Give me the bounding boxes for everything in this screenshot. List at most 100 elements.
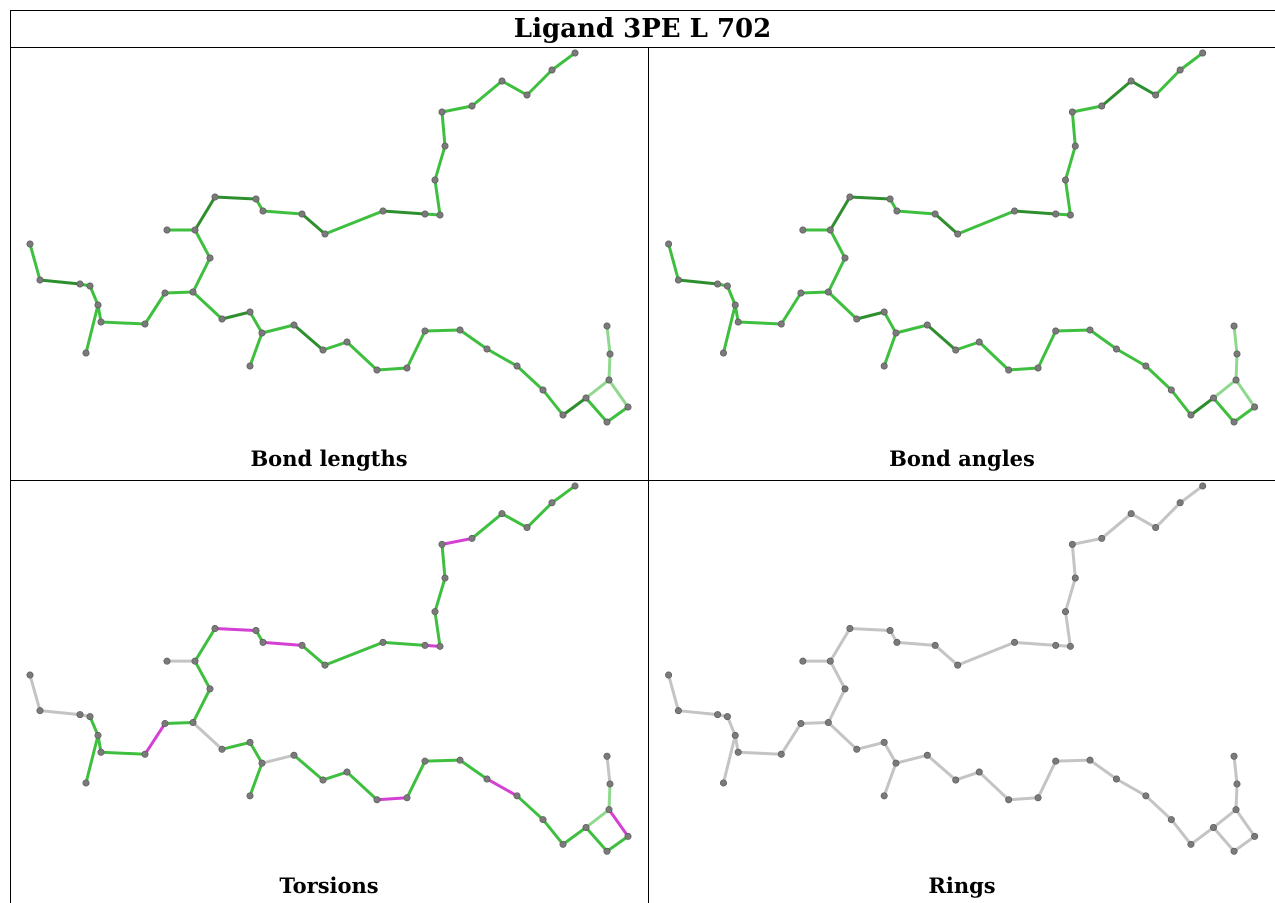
atom	[824, 288, 832, 296]
bond	[345, 770, 379, 802]
atom	[548, 499, 556, 507]
atom	[777, 320, 785, 328]
atom	[246, 308, 254, 316]
bond	[1144, 364, 1173, 392]
atom	[1127, 77, 1135, 85]
atom	[880, 362, 888, 370]
bond	[605, 754, 612, 786]
bond	[1013, 640, 1058, 647]
bond	[607, 378, 630, 409]
bond	[977, 340, 1011, 372]
bond	[381, 640, 427, 647]
bond	[248, 740, 264, 765]
bond	[894, 323, 929, 335]
atom	[1127, 510, 1135, 518]
bond	[933, 212, 960, 236]
atom	[436, 211, 444, 219]
bond	[500, 79, 529, 97]
atom	[1230, 847, 1238, 855]
atom	[1005, 366, 1013, 374]
atom	[189, 719, 197, 727]
atom	[952, 346, 960, 354]
atom	[731, 301, 739, 309]
atom	[841, 254, 849, 262]
molecule-torsions	[26, 482, 632, 855]
bond	[828, 659, 847, 691]
atom	[1052, 641, 1060, 649]
atom	[141, 750, 149, 758]
bond	[1100, 79, 1133, 108]
atom	[97, 318, 105, 326]
atom	[571, 482, 579, 490]
atom	[1230, 418, 1238, 426]
bond	[1036, 329, 1058, 370]
atom	[161, 720, 169, 728]
bond	[220, 310, 252, 321]
bond	[515, 794, 545, 822]
atom	[379, 207, 387, 215]
bond	[1064, 178, 1072, 217]
bond	[736, 750, 783, 756]
bond	[485, 347, 519, 368]
atom	[826, 226, 834, 234]
atom	[403, 794, 411, 802]
bond	[799, 721, 830, 726]
bond	[954, 340, 981, 352]
atom	[218, 315, 226, 323]
atom	[719, 779, 727, 787]
bond	[1211, 378, 1238, 400]
bond	[1189, 396, 1215, 417]
atom	[97, 748, 105, 756]
atom	[26, 671, 34, 679]
bond	[550, 51, 577, 72]
atom	[1251, 832, 1259, 840]
panel-caption-bond-angles: Bond angles	[889, 446, 1035, 471]
bond	[1070, 542, 1077, 580]
panel-caption-rings: Rings	[928, 873, 996, 898]
atom	[373, 366, 381, 374]
atom	[880, 792, 888, 800]
atom	[373, 796, 381, 804]
atom	[954, 661, 962, 669]
atom	[321, 661, 329, 669]
bond	[1007, 366, 1040, 372]
bond	[882, 310, 898, 335]
bond	[667, 673, 680, 713]
atom	[582, 394, 590, 402]
atom	[1071, 574, 1079, 582]
bond	[1154, 68, 1182, 97]
atom	[1052, 757, 1060, 765]
atom	[1005, 796, 1013, 804]
atom	[1086, 326, 1094, 334]
atom	[1209, 823, 1217, 831]
atom	[94, 301, 102, 309]
atom	[483, 775, 491, 783]
atom	[290, 321, 298, 329]
atom	[1187, 840, 1195, 848]
atom	[36, 276, 44, 284]
bond	[826, 290, 859, 321]
atom	[141, 320, 149, 328]
atom	[1068, 540, 1076, 548]
atom	[211, 193, 219, 201]
bond	[584, 396, 609, 424]
bond	[605, 405, 630, 424]
atom	[674, 276, 682, 284]
bond	[143, 722, 167, 756]
atom	[886, 626, 894, 634]
atom	[1142, 792, 1150, 800]
atom	[298, 641, 306, 649]
atom	[719, 349, 727, 357]
atom	[438, 108, 446, 116]
bond	[1100, 512, 1133, 540]
bond	[676, 278, 720, 286]
atom	[1199, 49, 1207, 57]
atom	[1086, 756, 1094, 764]
bond	[191, 290, 224, 321]
atom	[163, 657, 171, 665]
atom	[1233, 780, 1241, 788]
atom	[483, 345, 491, 353]
title-divider	[10, 47, 1275, 48]
atom	[436, 642, 444, 650]
atom	[605, 806, 613, 814]
